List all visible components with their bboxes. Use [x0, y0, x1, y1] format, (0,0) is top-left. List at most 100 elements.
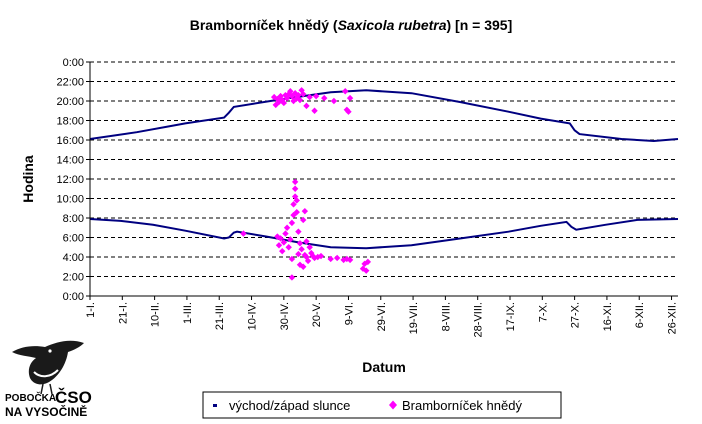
logo-big: ČSO: [55, 388, 92, 407]
bird-point: [321, 94, 328, 102]
bird-point: [279, 247, 286, 255]
y-tick-label: 8:00: [63, 213, 84, 225]
legend-sun-label: východ/západ slunce: [229, 398, 350, 413]
bird-point: [342, 88, 349, 95]
bird-point: [277, 235, 284, 242]
bird-point: [282, 230, 289, 237]
axes: [86, 61, 678, 300]
bird-point: [280, 99, 288, 107]
x-tick-label: 16-XI.: [602, 302, 614, 331]
bird-point: [295, 250, 302, 258]
bird-point: [280, 239, 288, 246]
bird-point: [295, 228, 302, 235]
bird-point: [288, 274, 296, 281]
x-axis-label: Datum: [362, 359, 406, 375]
x-tick-label: 10-IV.: [247, 302, 259, 330]
bird-point: [303, 102, 310, 110]
bird-point: [283, 224, 291, 231]
bird-point: [288, 219, 296, 227]
x-tick-label: 28-VIII.: [473, 302, 485, 337]
x-tick-labels: 1-I. 21-I. 10-II. 1-III. 21-III. 10-IV. 30-IV.…: [85, 302, 679, 337]
y-tick-label: 16:00: [56, 135, 84, 147]
logo: POBOČKA ČSO NA VYSOČINĚ: [5, 340, 92, 419]
bird-point: [272, 101, 279, 109]
x-tick-label: 29-VI.: [376, 302, 388, 331]
bird-point: [240, 230, 247, 237]
bird-point: [290, 201, 297, 208]
bird-point: [311, 107, 318, 114]
bird-point: [291, 185, 299, 192]
bird-point: [364, 258, 372, 266]
bird-point: [293, 197, 300, 204]
bird-logo-icon: [12, 340, 84, 395]
bird-point: [333, 254, 341, 262]
y-tick-label: 10:00: [56, 194, 84, 206]
bird-point: [300, 90, 307, 98]
bird-point: [346, 256, 354, 264]
bird-series: [240, 87, 372, 281]
legend-bird-label: Bramborníček hnědý: [402, 398, 522, 413]
grid-lines: [90, 61, 678, 277]
x-tick-label: 30-IV.: [279, 302, 291, 330]
bird-point: [291, 178, 299, 186]
x-tick-label: 1-III.: [182, 302, 194, 324]
x-tick-label: 8-VIII.: [440, 302, 452, 331]
bird-point: [296, 240, 304, 247]
y-tick-label: 4:00: [63, 252, 84, 264]
x-tick-label: 26-XII.: [667, 302, 679, 334]
bird-point: [296, 96, 304, 104]
y-tick-label: 0:00: [63, 57, 84, 69]
bird-point: [317, 252, 325, 260]
x-tick-label: 21-I.: [117, 302, 129, 324]
legend: východ/západ slunce Bramborníček hnědý: [202, 391, 562, 419]
legend-box: [202, 391, 562, 419]
logo-line2: NA VYSOČINĚ: [5, 404, 87, 419]
y-tick-label: 20:00: [56, 96, 84, 108]
legend-sun-marker: [213, 404, 217, 407]
bird-point: [291, 90, 299, 97]
chart-title: Bramborníček hnědý (Saxicola rubetra) [n…: [190, 17, 513, 33]
y-tick-labels: 0:00 2:00 4:00 6:00 8:00 10:00 12:00 14:00 16:00…: [56, 57, 84, 303]
y-tick-label: 12:00: [56, 174, 84, 186]
bird-point: [327, 255, 334, 263]
bird-point: [287, 88, 294, 95]
y-tick-label: 22:00: [56, 77, 84, 89]
x-tick-label: 19-VII.: [408, 302, 420, 334]
x-tick-label: 10-II.: [150, 302, 162, 327]
sun-sunrise-line: [89, 218, 679, 250]
bird-point: [346, 94, 354, 102]
bird-point: [306, 93, 313, 101]
bird-point: [330, 97, 338, 105]
bird-point: [287, 236, 294, 243]
bird-point: [301, 207, 309, 215]
y-tick-label: 0:00: [63, 291, 84, 303]
bird-point: [363, 267, 370, 274]
y-tick-label: 6:00: [63, 233, 84, 245]
bird-point: [303, 238, 310, 245]
y-axis-label: Hodina: [20, 155, 36, 203]
bird-point: [293, 208, 300, 216]
y-tick-label: 18:00: [56, 116, 84, 128]
bird-point: [298, 246, 305, 253]
x-tick-label: 9-VI.: [343, 302, 355, 325]
bird-point: [345, 108, 352, 115]
bird-point: [275, 242, 283, 249]
y-tick-label: 14:00: [56, 155, 84, 167]
bird-point: [304, 257, 312, 265]
x-tick-label: 6-XII.: [634, 302, 646, 328]
sun-series: [89, 89, 679, 250]
x-tick-label: 27-X.: [570, 302, 582, 328]
x-tick-label: 1-I.: [85, 302, 97, 318]
x-tick-label: 20-V.: [311, 302, 323, 327]
bird-point: [285, 244, 292, 251]
sun-sunset-line: [89, 89, 679, 143]
logo-line1: POBOČKA: [5, 391, 56, 404]
bird-point: [300, 216, 307, 224]
bird-point: [306, 244, 313, 251]
x-tick-label: 17-IX.: [505, 302, 517, 331]
x-tick-label: 7-X.: [537, 302, 549, 322]
x-tick-label: 21-III.: [214, 302, 226, 330]
y-tick-label: 2:00: [63, 272, 84, 284]
bird-point: [312, 92, 320, 100]
